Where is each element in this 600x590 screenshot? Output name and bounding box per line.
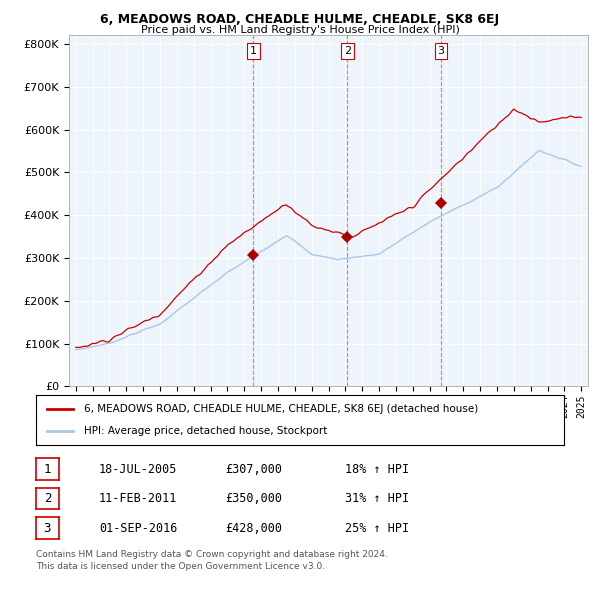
Text: 25% ↑ HPI: 25% ↑ HPI — [345, 522, 409, 535]
Text: HPI: Average price, detached house, Stockport: HPI: Average price, detached house, Stoc… — [83, 427, 327, 437]
Text: 6, MEADOWS ROAD, CHEADLE HULME, CHEADLE, SK8 6EJ (detached house): 6, MEADOWS ROAD, CHEADLE HULME, CHEADLE,… — [83, 404, 478, 414]
Text: 31% ↑ HPI: 31% ↑ HPI — [345, 492, 409, 505]
Text: 3: 3 — [437, 46, 445, 56]
Text: £428,000: £428,000 — [225, 522, 282, 535]
Text: 01-SEP-2016: 01-SEP-2016 — [99, 522, 178, 535]
Text: Contains HM Land Registry data © Crown copyright and database right 2024.: Contains HM Land Registry data © Crown c… — [36, 550, 388, 559]
Text: £307,000: £307,000 — [225, 463, 282, 476]
Text: Price paid vs. HM Land Registry's House Price Index (HPI): Price paid vs. HM Land Registry's House … — [140, 25, 460, 35]
Text: 1: 1 — [44, 463, 51, 476]
Text: 18-JUL-2005: 18-JUL-2005 — [99, 463, 178, 476]
Text: 6, MEADOWS ROAD, CHEADLE HULME, CHEADLE, SK8 6EJ: 6, MEADOWS ROAD, CHEADLE HULME, CHEADLE,… — [100, 13, 500, 26]
Text: 2: 2 — [344, 46, 351, 56]
Text: 3: 3 — [44, 522, 51, 535]
Text: 11-FEB-2011: 11-FEB-2011 — [99, 492, 178, 505]
Text: 18% ↑ HPI: 18% ↑ HPI — [345, 463, 409, 476]
Text: £350,000: £350,000 — [225, 492, 282, 505]
Text: 1: 1 — [250, 46, 257, 56]
Text: This data is licensed under the Open Government Licence v3.0.: This data is licensed under the Open Gov… — [36, 562, 325, 571]
Text: 2: 2 — [44, 492, 51, 505]
